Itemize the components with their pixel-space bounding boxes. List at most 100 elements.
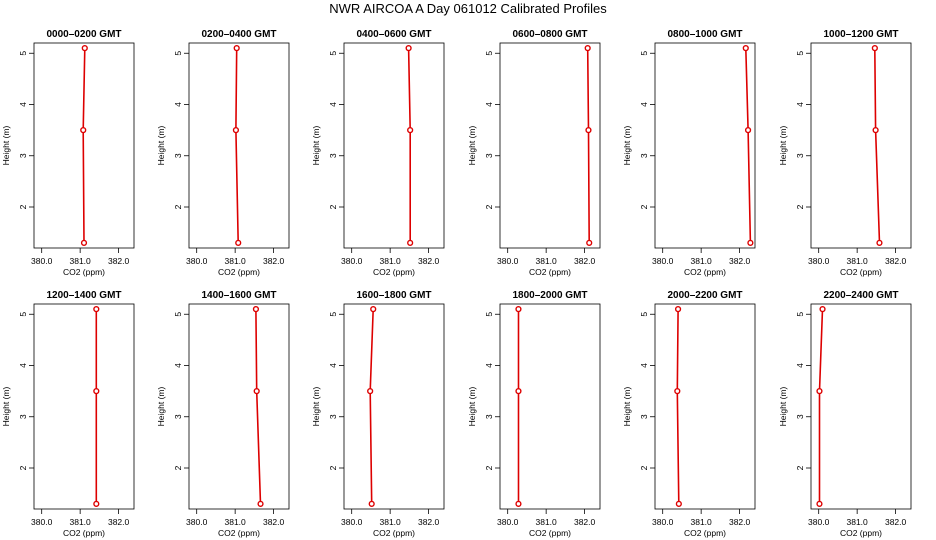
- data-point: [80, 127, 87, 134]
- x-tick-label: 380.0: [652, 517, 674, 527]
- data-point: [81, 45, 88, 52]
- x-axis-label: CO2 (ppm): [529, 267, 571, 277]
- data-point: [232, 127, 240, 134]
- x-tick-label: 380.0: [808, 256, 830, 266]
- x-tick-label: 381.0: [691, 517, 713, 527]
- y-tick-label: 4: [795, 102, 805, 107]
- y-axis-label: Height (m): [311, 126, 321, 166]
- panel-5: 1000–1200 GMT 380.0 381.0 382.0 2 3 4 5 CO2 (ppm…: [778, 29, 912, 277]
- plot-frame: [33, 42, 135, 249]
- y-tick-label: 4: [173, 363, 183, 368]
- y-axis-label: Height (m): [622, 126, 632, 166]
- panel-title: 1200–1400 GMT: [46, 290, 121, 301]
- y-tick-label: 5: [173, 51, 183, 56]
- data-point: [367, 388, 374, 395]
- data-point: [407, 239, 414, 246]
- x-tick-label: 380.0: [497, 256, 519, 266]
- y-tick-label: 5: [484, 51, 494, 56]
- data-point: [819, 306, 826, 313]
- data-point: [405, 45, 412, 52]
- data-point: [93, 500, 100, 507]
- x-tick-label: 380.0: [341, 517, 363, 527]
- plot-frame: [499, 303, 601, 510]
- y-tick-label: 3: [484, 414, 494, 419]
- y-tick-label: 3: [795, 153, 805, 158]
- x-tick-label: 382.0: [574, 517, 596, 527]
- x-tick-label: 382.0: [418, 256, 440, 266]
- data-point: [747, 239, 754, 246]
- y-axis-label: Height (m): [156, 387, 166, 427]
- x-tick-label: 380.0: [31, 517, 53, 527]
- data-point: [370, 306, 377, 313]
- y-tick-label: 5: [795, 51, 805, 56]
- plot-frame: [33, 303, 135, 510]
- x-tick-label: 381.0: [691, 256, 713, 266]
- panel-title: 0200–0400 GMT: [201, 29, 276, 40]
- data-point: [253, 388, 260, 395]
- x-axis-label: CO2 (ppm): [840, 267, 882, 277]
- plot-frame: [343, 303, 445, 510]
- y-tick-label: 4: [484, 102, 494, 107]
- y-axis-label: Height (m): [622, 387, 632, 427]
- data-point: [515, 500, 522, 507]
- y-tick-label: 2: [173, 204, 183, 209]
- y-tick-label: 5: [18, 51, 28, 56]
- panel-7: 1400–1600 GMT 380.0 381.0 382.0 2 3 4 5 CO2 (ppm…: [156, 290, 290, 538]
- data-point: [871, 45, 878, 52]
- y-tick-label: 5: [639, 312, 649, 317]
- x-tick-label: 380.0: [652, 256, 674, 266]
- panel-10: 2000–2200 GMT 380.0 381.0 382.0 2 3 4 5 CO2 (ppm…: [622, 290, 756, 538]
- panel-0: 0000–0200 GMT 380.0 381.0 382.0 2 3 4 5 CO2 (ppm…: [1, 29, 135, 277]
- profile-line: [874, 48, 881, 243]
- y-tick-label: 5: [639, 51, 649, 56]
- plot-frame: [810, 303, 912, 510]
- x-tick-label: 381.0: [225, 256, 247, 266]
- y-axis-label: Height (m): [311, 387, 321, 427]
- y-tick-label: 3: [173, 414, 183, 419]
- y-axis-label: Height (m): [1, 387, 11, 427]
- profile-line: [407, 48, 412, 243]
- y-tick-label: 5: [18, 312, 28, 317]
- y-tick-label: 4: [639, 102, 649, 107]
- panel-title: 0000–0200 GMT: [46, 29, 121, 40]
- x-tick-label: 380.0: [808, 517, 830, 527]
- x-tick-label: 382.0: [729, 256, 751, 266]
- profile-line: [235, 48, 239, 243]
- panel-title: 0400–0600 GMT: [356, 29, 431, 40]
- profile-line: [818, 309, 824, 504]
- x-axis-label: CO2 (ppm): [373, 267, 415, 277]
- y-tick-label: 5: [795, 312, 805, 317]
- y-axis-label: Height (m): [467, 387, 477, 427]
- y-axis-label: Height (m): [1, 126, 11, 166]
- data-point: [675, 500, 682, 507]
- x-tick-label: 382.0: [574, 256, 596, 266]
- plot-frame: [499, 42, 601, 249]
- panel-4: 0800–1000 GMT 380.0 381.0 382.0 2 3 4 5 CO2 (ppm…: [622, 29, 756, 277]
- x-tick-label: 380.0: [186, 256, 208, 266]
- y-tick-label: 4: [173, 102, 183, 107]
- x-tick-label: 382.0: [108, 256, 130, 266]
- profile-line: [255, 309, 262, 504]
- x-tick-label: 381.0: [536, 256, 558, 266]
- plot-frame: [343, 42, 445, 249]
- y-tick-label: 5: [328, 312, 338, 317]
- data-point: [515, 388, 522, 395]
- figure-title: NWR AIRCOA A Day 061012 Calibrated Profi…: [329, 1, 607, 16]
- x-tick-label: 382.0: [729, 517, 751, 527]
- profile-line: [586, 48, 590, 243]
- y-tick-label: 3: [18, 414, 28, 419]
- x-tick-label: 381.0: [847, 256, 869, 266]
- x-tick-label: 381.0: [70, 517, 92, 527]
- data-point: [816, 388, 823, 395]
- data-point: [93, 306, 100, 313]
- data-point: [872, 127, 879, 134]
- x-tick-label: 381.0: [380, 256, 402, 266]
- y-tick-label: 3: [18, 153, 28, 158]
- data-point: [742, 45, 749, 52]
- data-point: [585, 127, 592, 134]
- y-tick-label: 2: [484, 204, 494, 209]
- data-point: [674, 388, 681, 395]
- x-axis-label: CO2 (ppm): [684, 528, 726, 538]
- x-tick-label: 382.0: [418, 517, 440, 527]
